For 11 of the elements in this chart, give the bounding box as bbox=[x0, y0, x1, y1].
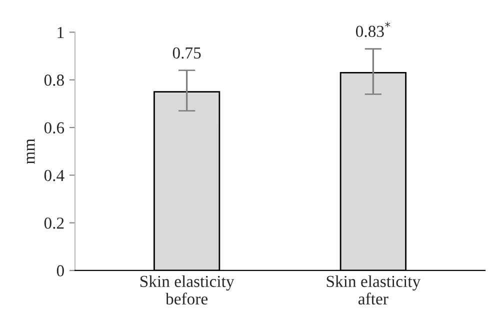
data-label: 0.75 bbox=[172, 47, 201, 59]
y-tick-label: 0.2 bbox=[44, 218, 64, 229]
y-tick-label: 0.8 bbox=[44, 74, 64, 86]
data-label: 0.83$^{*}$ bbox=[356, 22, 390, 38]
y-tick-label: 0 bbox=[56, 265, 64, 276]
x-tick-label: Skin elasticity before bbox=[140, 275, 234, 305]
y-tick-label: 0.4 bbox=[44, 170, 64, 182]
x-tick-label: Skin elasticity after bbox=[326, 275, 421, 305]
y-tick-label: 1 bbox=[58, 26, 64, 38]
y-axis-title: mm bbox=[26, 138, 35, 164]
y-tick-label: 0.6 bbox=[44, 122, 64, 134]
